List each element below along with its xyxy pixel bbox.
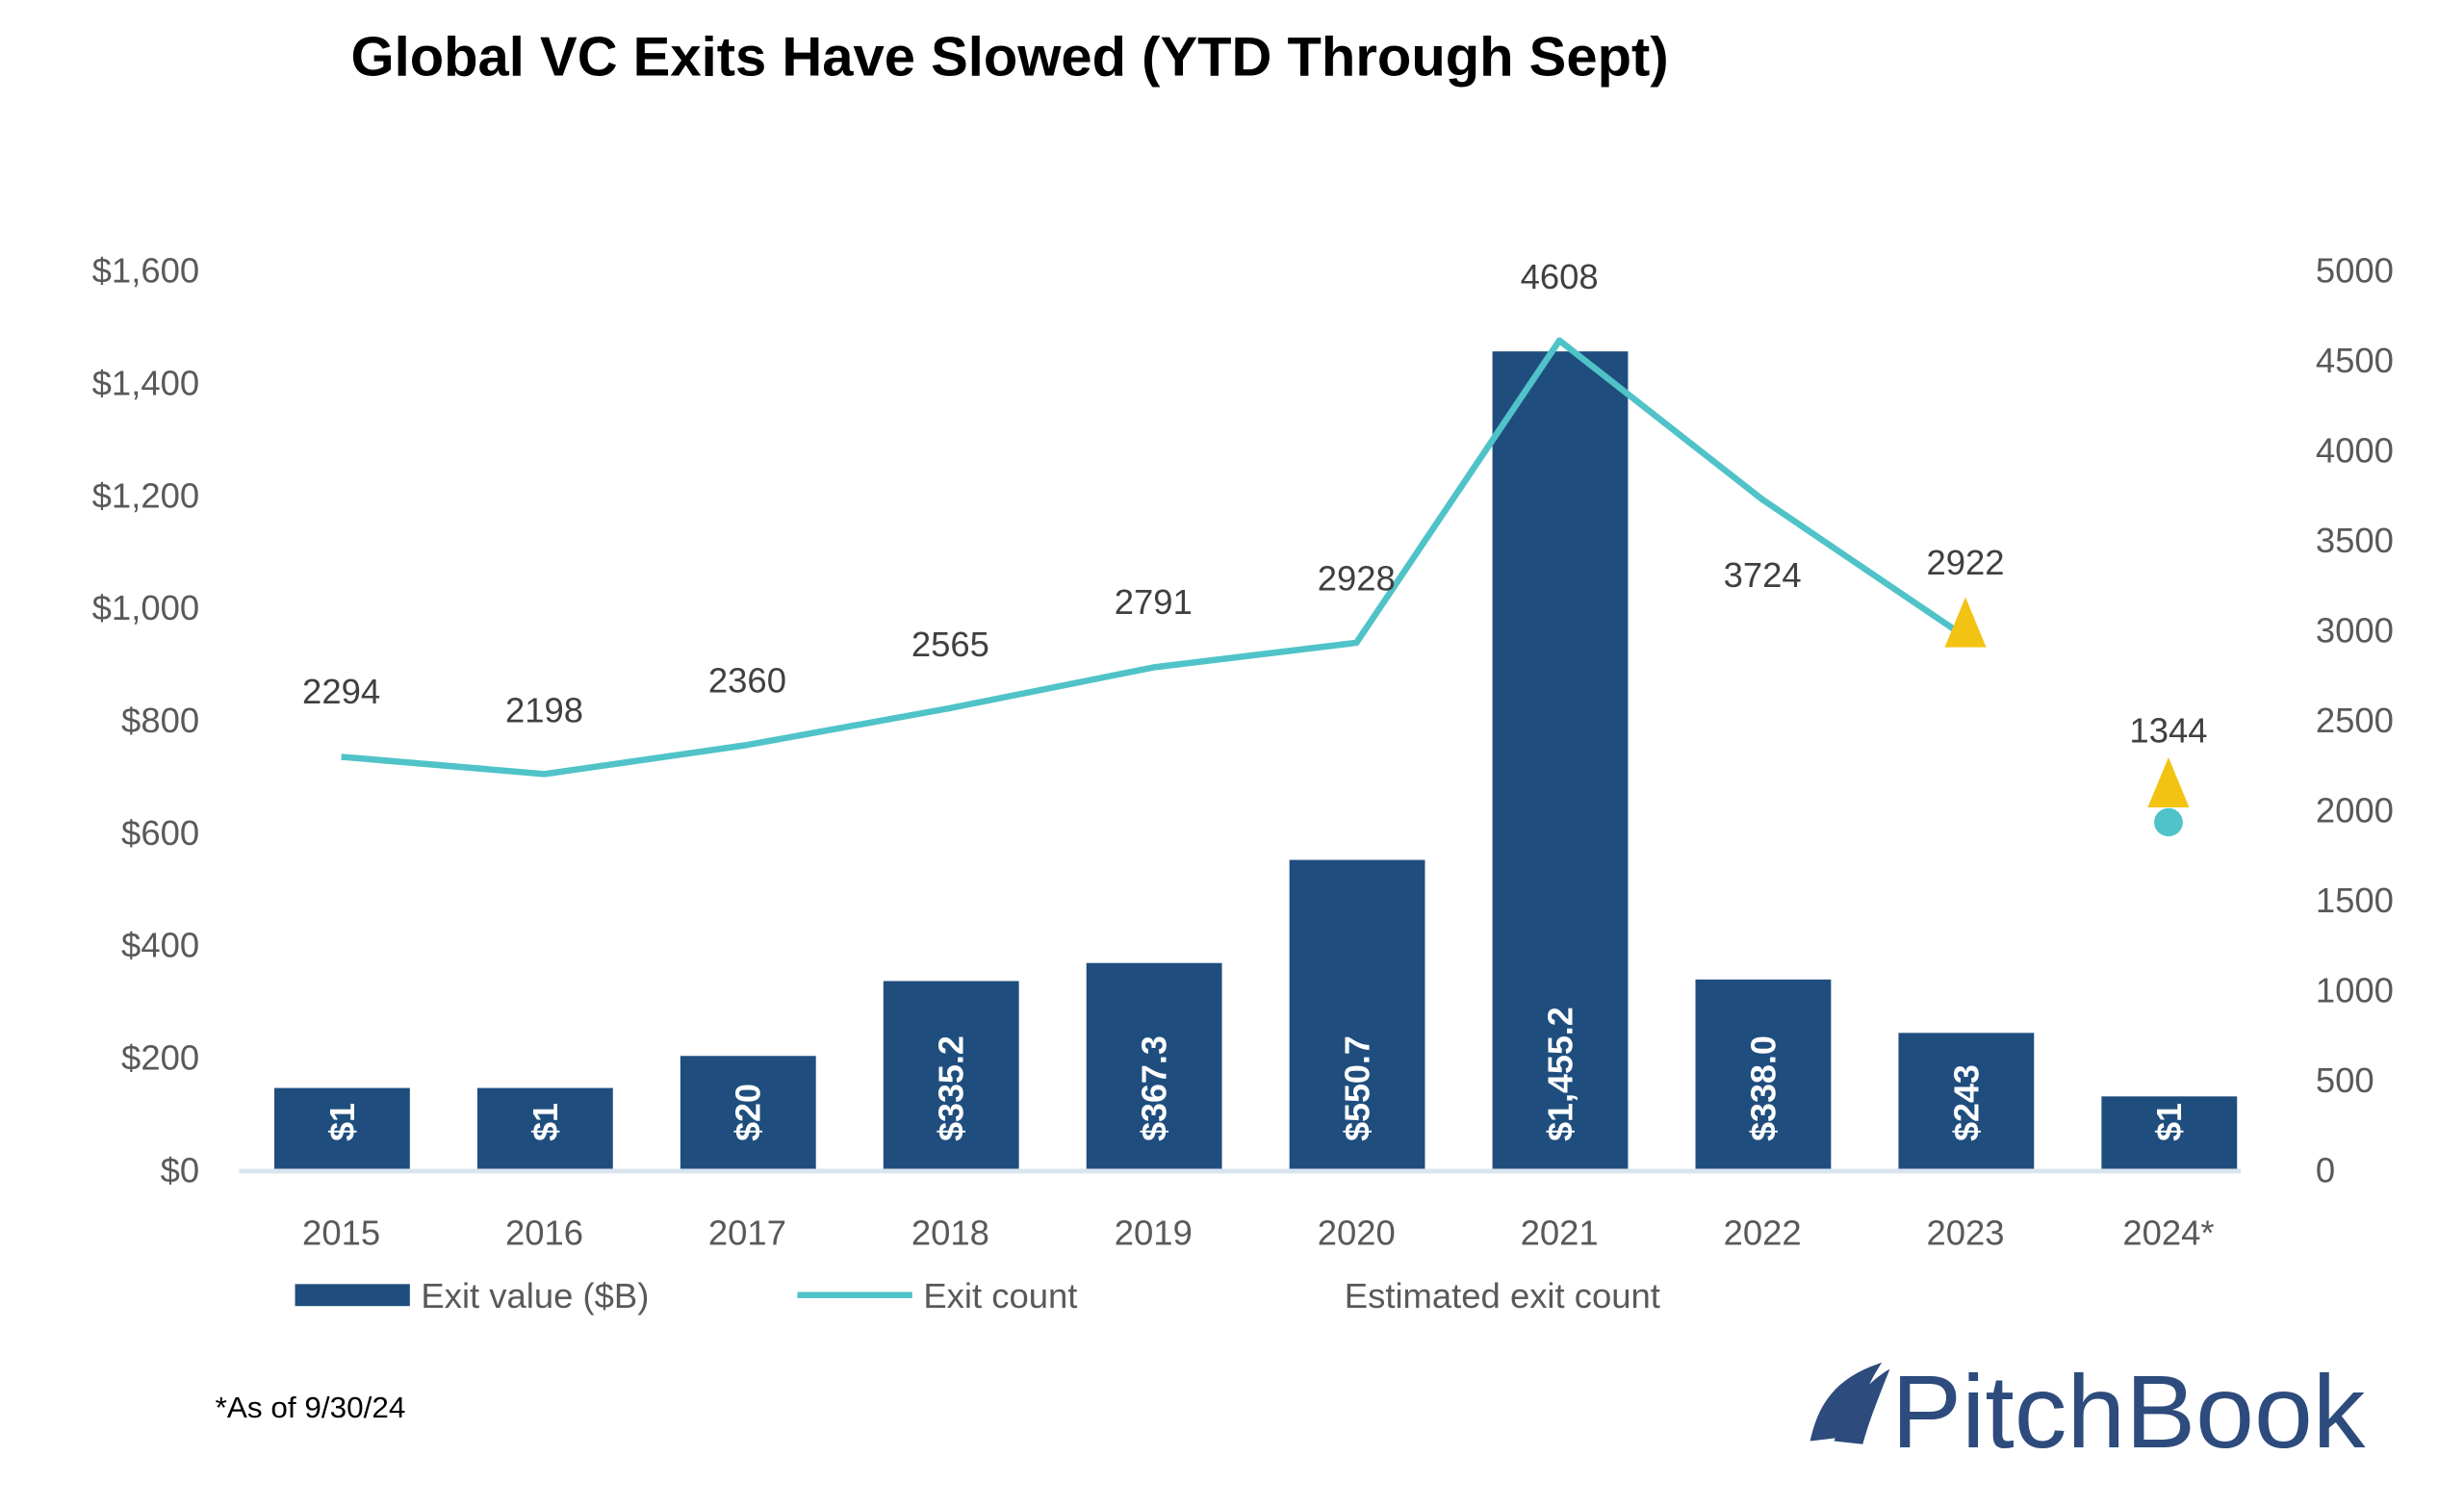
right-axis-tick-label: 4000 (2316, 431, 2394, 471)
left-axis-tick-label: $800 (121, 701, 199, 740)
left-axis-tick-label: $1,000 (92, 588, 199, 627)
legend-label-exit-value: Exit value ($B) (421, 1276, 649, 1315)
right-axis-tick-label: 3000 (2316, 611, 2394, 651)
line-data-label: 2565 (911, 625, 989, 664)
pitchbook-logo: PitchBook (1810, 1354, 2366, 1469)
legend-swatch-exit-value (295, 1284, 410, 1307)
bar-label-clip: $550.7 (1337, 1035, 1376, 1141)
chart-title: Global VC Exits Have Slowed (YTD Through… (351, 27, 1669, 88)
bar-data-label: $550.7 (1337, 1035, 1376, 1141)
bar-data-label: $367.3 (1134, 1035, 1173, 1141)
pitchbook-logo-text: PitchBook (1891, 1354, 2366, 1469)
bar-data-label: $1 (322, 1103, 362, 1141)
x-axis-tick-label: 2018 (911, 1213, 989, 1253)
line-data-label: 2294 (302, 672, 380, 711)
point-exit-count-2024 (2154, 807, 2183, 837)
right-axis-tick-label: 1000 (2316, 971, 2394, 1010)
line-data-label: 2791 (1115, 582, 1193, 622)
x-axis-tick-label: 2023 (1927, 1213, 2005, 1253)
right-axis-tick-label: 500 (2316, 1060, 2374, 1100)
x-axis-tick-label: 2022 (1724, 1213, 1802, 1253)
right-axis-tick-label: 0 (2316, 1151, 2335, 1190)
x-axis-tick-label: 2019 (1115, 1213, 1193, 1253)
left-axis-tick-label: $600 (121, 813, 199, 853)
bar-label-clip: $1,455.2 (1540, 1007, 1579, 1141)
left-axis-tick-label: $200 (121, 1038, 199, 1078)
bar-exit-value (1289, 859, 1425, 1170)
right-axis-tick-label: 4500 (2316, 341, 2394, 380)
legend-label-estimated-exit-count: Estimated exit count (1345, 1276, 1660, 1315)
left-axis-tick-label: $1,600 (92, 251, 199, 291)
bar-exit-value (1898, 1033, 2035, 1170)
bar-exit-value (476, 1087, 613, 1170)
x-axis-tick-label: 2024* (2122, 1213, 2214, 1253)
bar-label-clip: $1 (526, 1103, 565, 1141)
right-axis-tick-label: 2000 (2316, 791, 2394, 830)
bar-label-clip: $1 (2149, 1103, 2189, 1141)
left-axis-tick-label: $0 (161, 1151, 200, 1190)
bar-label-clip: $335.2 (931, 1035, 970, 1141)
bar-label-clip: $338.0 (1743, 1035, 1783, 1141)
line-data-label: 2360 (708, 661, 786, 701)
left-axis-tick-label: $400 (121, 926, 199, 965)
bar-exit-value (1086, 962, 1222, 1170)
right-axis-tick-label: 2500 (2316, 701, 2394, 740)
bar-label-clip: $20 (728, 1084, 767, 1141)
line-data-label: 2922 (1927, 543, 2005, 582)
pitchbook-logo-icon (1810, 1362, 1890, 1444)
marker-estimated-exit-count (1944, 597, 1987, 648)
line-data-label: 2928 (1318, 559, 1396, 599)
line-data-label: 4608 (1521, 257, 1599, 296)
line-exit-count (341, 337, 1967, 778)
bar-data-label: $338.0 (1743, 1035, 1783, 1141)
x-axis-tick-label: 2015 (302, 1213, 380, 1253)
legend: Exit value ($B) Exit count Estimated exi… (295, 1276, 1660, 1315)
bar-data-label: $1 (2149, 1103, 2189, 1141)
x-axis-tick-label: 2016 (505, 1213, 583, 1253)
bar-data-label: $20 (728, 1084, 767, 1141)
bar-exit-value (2101, 1096, 2238, 1170)
bar-label-clip: $1 (322, 1103, 362, 1141)
line-data-label: 2198 (505, 691, 583, 730)
line-data-label: 1344 (2129, 711, 2207, 751)
x-axis-tick-label: 2020 (1318, 1213, 1396, 1253)
left-axis-tick-label: $1,400 (92, 364, 199, 403)
bar-exit-value (273, 1087, 410, 1170)
bar-label-clip: $243 (1946, 1064, 1986, 1141)
bar-data-label: $1 (526, 1103, 565, 1141)
bar-data-label: $335.2 (931, 1035, 970, 1141)
legend-label-exit-count: Exit count (923, 1276, 1077, 1315)
bar-exit-value (1695, 979, 1832, 1170)
right-axis-tick-label: 5000 (2316, 251, 2394, 291)
marker-estimated-exit-count (2147, 756, 2190, 808)
x-axis-tick-label: 2017 (708, 1213, 786, 1253)
right-axis-tick-label: 1500 (2316, 881, 2394, 920)
left-axis-tick-label: $1,200 (92, 476, 199, 516)
x-axis-tick-label: 2021 (1521, 1213, 1599, 1253)
bar-exit-value (680, 1056, 816, 1170)
right-axis-tick-label: 3500 (2316, 521, 2394, 560)
bar-exit-value (883, 981, 1019, 1170)
bar-data-label: $1,455.2 (1540, 1007, 1579, 1141)
line-data-label: 3724 (1724, 555, 1802, 595)
bar-data-label: $243 (1946, 1064, 1986, 1141)
footnote: *As of 9/30/24 (216, 1391, 406, 1424)
bar-label-clip: $367.3 (1134, 1035, 1173, 1141)
bar-exit-value (1492, 351, 1629, 1170)
plot-area: $0$200$400$600$800$1,000$1,200$1,400$1,6… (92, 251, 2394, 1253)
